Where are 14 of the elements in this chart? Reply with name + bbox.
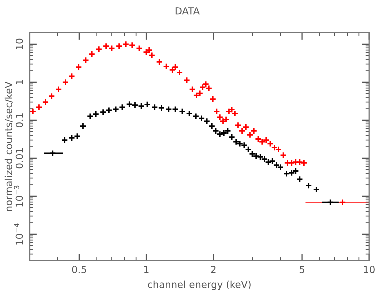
y-tick-label: 10 bbox=[16, 38, 24, 50]
y-tick-label: 10$^{−4}$ bbox=[14, 224, 24, 245]
x-tick-label: 1 bbox=[144, 266, 149, 274]
chart-title: DATA bbox=[176, 8, 200, 15]
y-tick-label: 0.1 bbox=[16, 114, 24, 128]
y-tick-label: 10$^{−3}$ bbox=[14, 186, 24, 207]
y-tick-label: 1 bbox=[16, 80, 24, 84]
x-tick-label: 10 bbox=[364, 266, 375, 274]
x-tick-label: 0.5 bbox=[72, 266, 86, 274]
x-tick-label: 5 bbox=[300, 266, 305, 274]
y-tick-label: 0.01 bbox=[16, 148, 24, 169]
x-tick-label: 2 bbox=[211, 266, 216, 274]
y-axis-title: normalized counts/sec/keV bbox=[4, 82, 14, 212]
x-axis-title: channel energy (keV) bbox=[148, 280, 251, 290]
